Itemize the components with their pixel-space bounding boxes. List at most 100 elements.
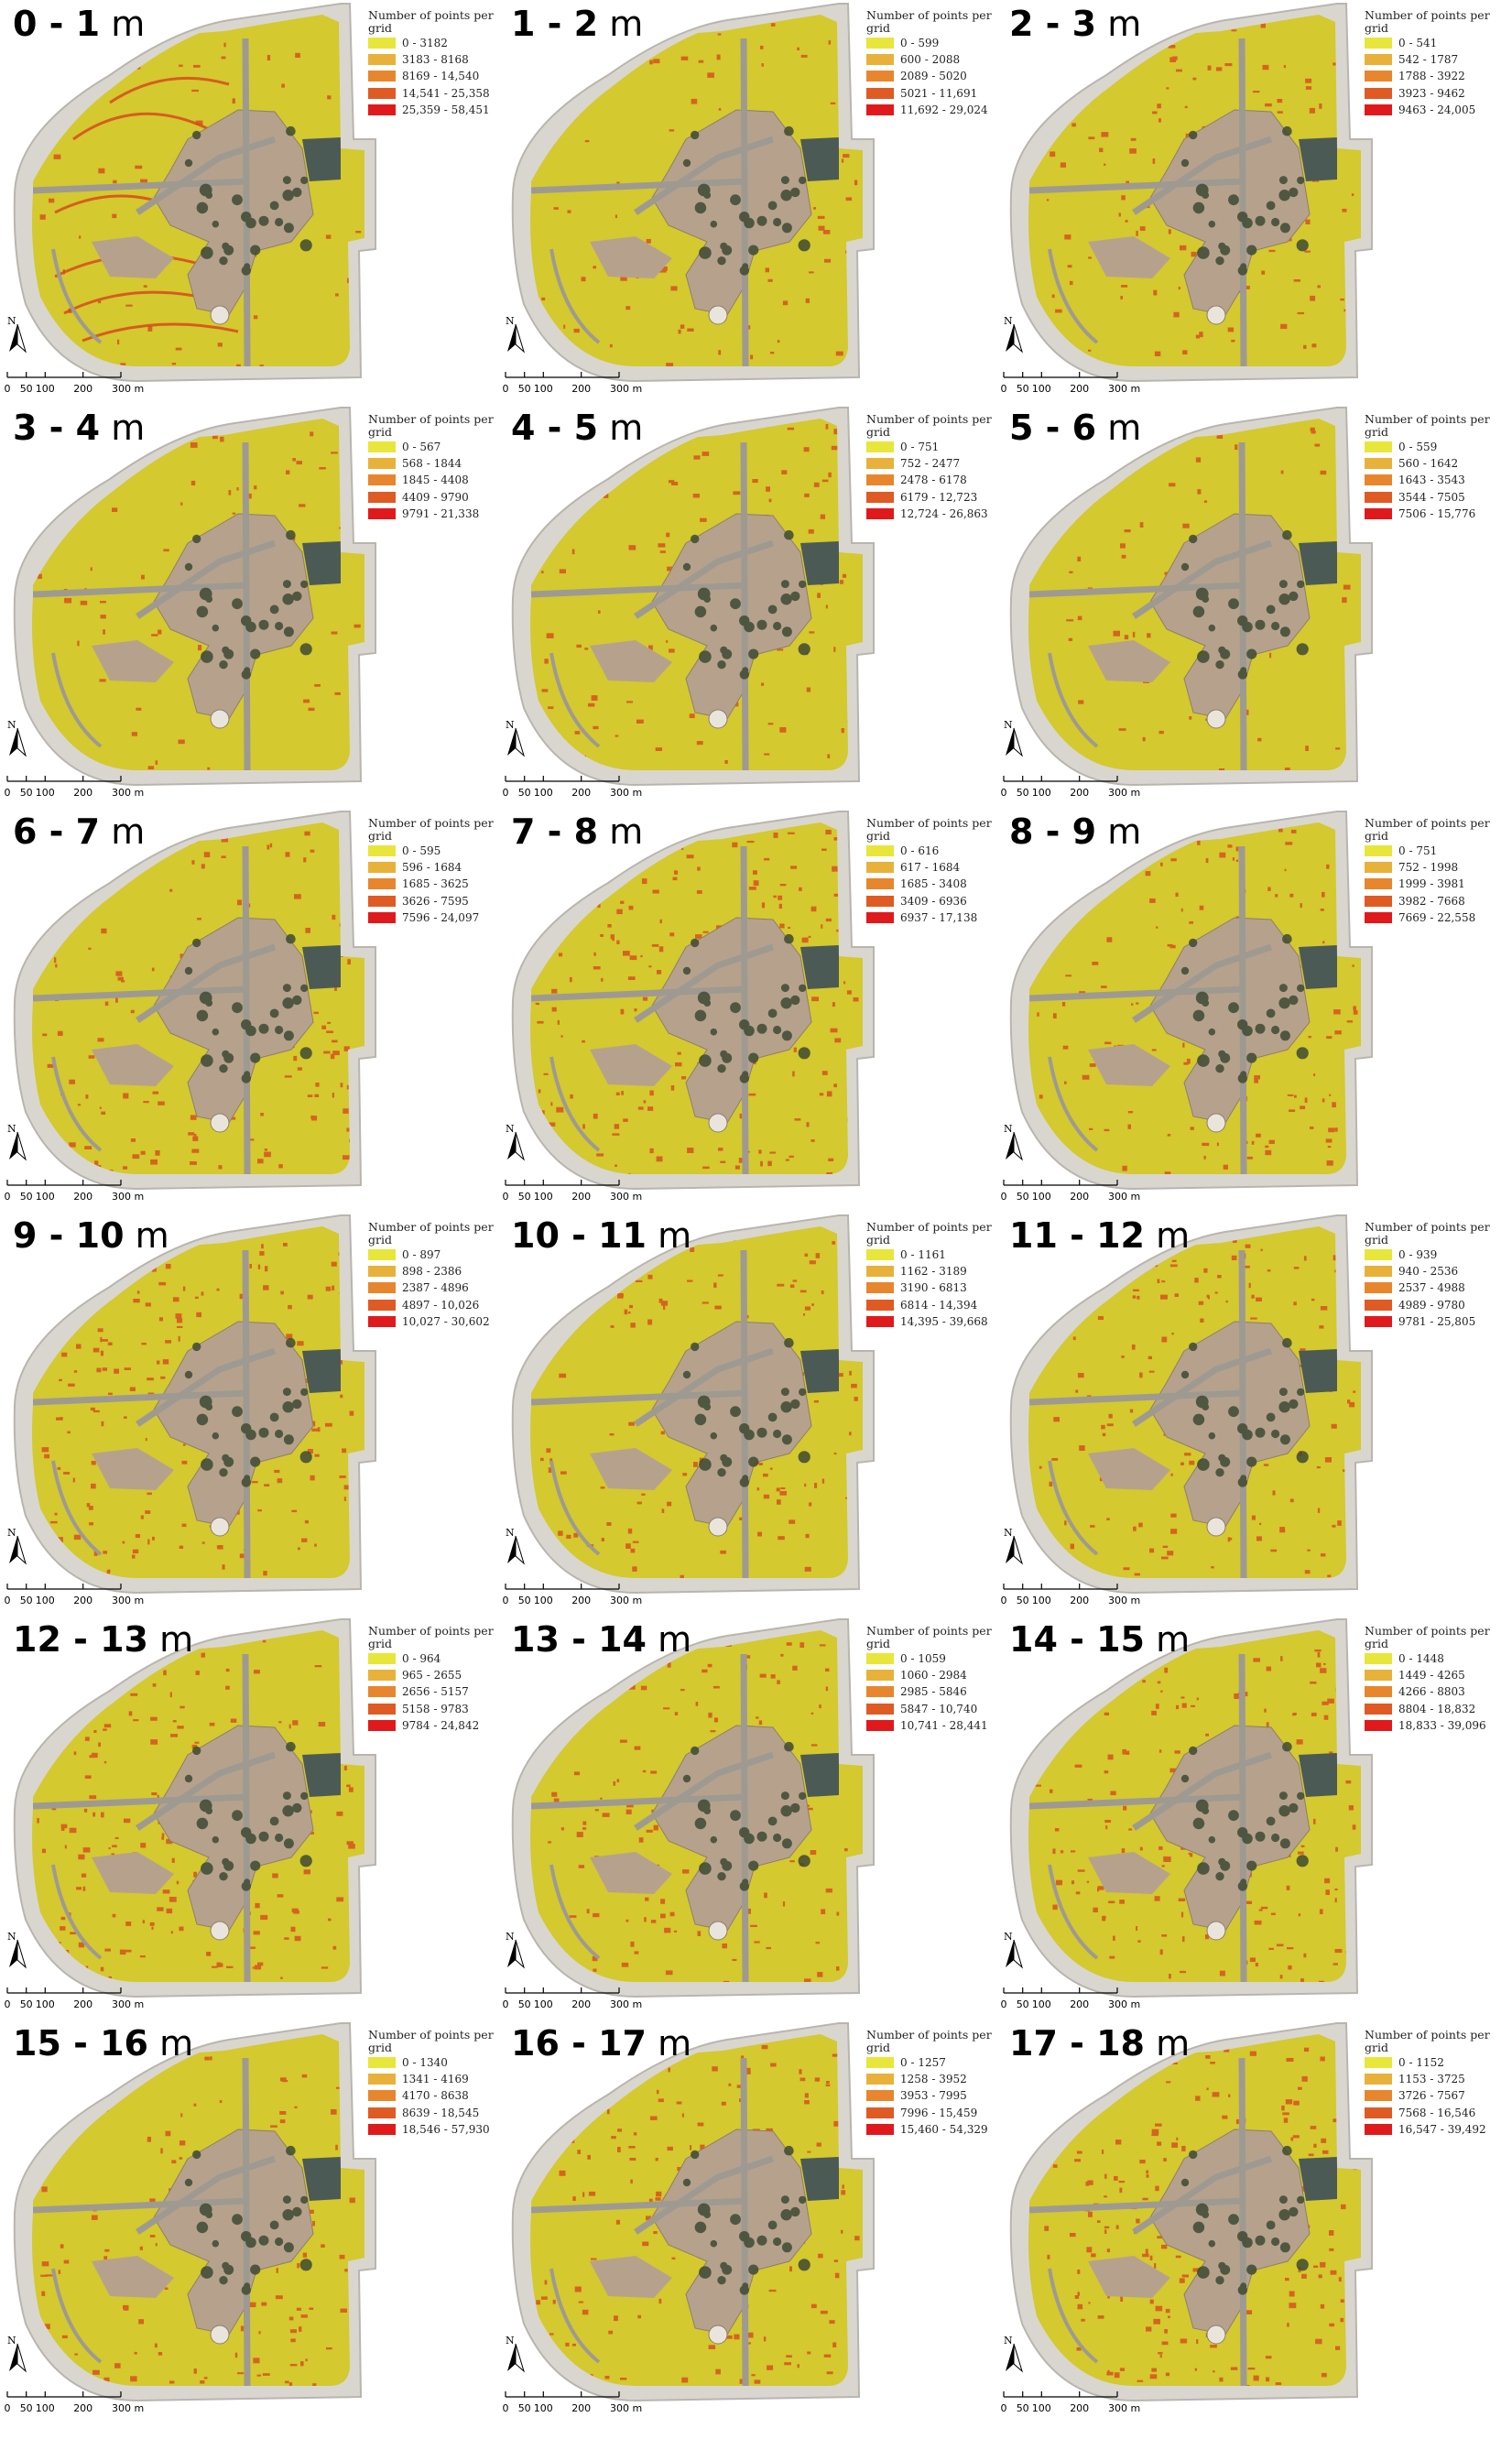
scale-label: 100 xyxy=(534,2402,553,2414)
scale-label: 0 xyxy=(5,1595,11,1606)
legend-title: Number of points per grid xyxy=(1365,412,1490,439)
north-label: N xyxy=(7,2335,16,2346)
scale-bar: 0 50 100 200 300 m xyxy=(503,372,642,395)
legend-swatch xyxy=(368,71,396,82)
legend-item: 10,027 - 30,602 xyxy=(368,1313,496,1330)
height-range-label: 14 - 15 xyxy=(1009,1619,1145,1660)
legend-item: 3953 - 7995 xyxy=(866,2087,995,2104)
density-legend: Number of points per grid 0 - 1340 1341 - … xyxy=(368,2029,496,2138)
scale-label: 0 xyxy=(1001,787,1007,799)
legend-label: 4897 - 10,026 xyxy=(402,1298,480,1312)
scale-label: 100 xyxy=(36,787,55,799)
legend-label: 10,027 - 30,602 xyxy=(402,1314,490,1328)
map-panel: 6 - 7 m Number of points per grid 0 - 595 5… xyxy=(0,810,495,1211)
legend-swatch xyxy=(1365,895,1392,907)
park-paths xyxy=(1028,1249,1273,1578)
legend-item: 5021 - 11,691 xyxy=(866,85,995,102)
park-density-map xyxy=(1009,1618,1373,1998)
scale-label: 50 xyxy=(20,787,33,799)
tree-clusters xyxy=(184,125,312,276)
park-density-map xyxy=(511,811,875,1191)
scale-label: 50 xyxy=(1017,1595,1029,1606)
legend-label: 3190 - 6813 xyxy=(900,1281,967,1295)
north-arrow-icon: N xyxy=(506,315,525,354)
legend-swatch xyxy=(866,862,894,874)
legend-title: Number of points per grid xyxy=(1365,816,1490,843)
legend-item: 1258 - 3952 xyxy=(866,2071,995,2087)
park-features xyxy=(530,22,858,366)
park-density-map xyxy=(13,1214,376,1595)
scale-label: 200 xyxy=(1070,787,1089,799)
legend-title: Number of points per grid xyxy=(866,8,992,35)
legend-swatch xyxy=(866,87,894,99)
legend-swatch xyxy=(1365,2057,1392,2069)
north-label: N xyxy=(506,1931,515,1943)
pond xyxy=(302,945,341,989)
park-density-map xyxy=(511,1214,875,1595)
scale-label: 300 m xyxy=(112,383,144,395)
legend-item: 1060 - 2984 xyxy=(866,1667,995,1683)
legend-title: Number of points per grid xyxy=(1365,8,1490,35)
legend-item: 4897 - 10,026 xyxy=(368,1297,496,1313)
map-panel: 16 - 17 m Number of points per grid 0 - 12… xyxy=(498,2021,993,2423)
legend-swatch xyxy=(866,1315,894,1327)
north-label: N xyxy=(506,719,515,731)
scale-label: 200 xyxy=(73,1191,92,1203)
park-paths xyxy=(530,38,775,366)
legend-item: 2537 - 4988 xyxy=(1365,1279,1493,1296)
park-features xyxy=(32,1232,360,1578)
legend-label: 6179 - 12,723 xyxy=(900,490,978,504)
scale-label: 100 xyxy=(36,2402,55,2414)
legend-label: 25,359 - 58,451 xyxy=(402,103,490,116)
scale-label: 50 xyxy=(20,1595,33,1606)
scale-label: 0 xyxy=(5,2402,11,2414)
scale-label: 200 xyxy=(571,383,591,395)
legend-swatch xyxy=(866,491,894,503)
park-features xyxy=(530,829,860,1174)
height-range-label: 5 - 6 xyxy=(1009,408,1097,448)
legend-label: 3953 - 7995 xyxy=(900,2089,967,2103)
height-stratum-title: 9 - 10 m xyxy=(13,1215,169,1256)
north-arrow-icon: N xyxy=(1004,2335,1023,2373)
scale-bar: 0 50 100 200 300 m xyxy=(5,2391,144,2414)
legend-swatch xyxy=(866,1282,894,1294)
park-features xyxy=(1028,1636,1358,1982)
north-label: N xyxy=(7,1123,16,1135)
legend-swatch xyxy=(368,441,396,453)
height-stratum-title: 17 - 18 m xyxy=(1009,2023,1190,2063)
legend-label: 0 - 559 xyxy=(1398,441,1438,454)
park-density-map xyxy=(1009,407,1373,787)
height-range-label: 9 - 10 xyxy=(13,1215,125,1256)
scale-label: 100 xyxy=(1032,1595,1051,1606)
north-label: N xyxy=(506,315,515,327)
legend-swatch xyxy=(368,2090,396,2102)
scale-label: 300 m xyxy=(112,1998,144,2010)
legend-swatch xyxy=(1365,2123,1392,2135)
legend-swatch xyxy=(866,895,894,907)
legend-label: 15,460 - 54,329 xyxy=(900,2122,988,2136)
legend-item: 1685 - 3625 xyxy=(368,876,496,892)
park-features xyxy=(530,424,859,770)
legend-label: 4266 - 8803 xyxy=(1398,1685,1465,1699)
scale-bar: 0 50 100 200 300 m xyxy=(5,1180,144,1203)
density-legend: Number of points per grid 0 - 599 600 - 20… xyxy=(866,9,995,118)
legend-swatch xyxy=(368,507,396,519)
legend-swatch xyxy=(368,1249,396,1261)
pond xyxy=(302,1753,341,1797)
legend-swatch xyxy=(866,1266,894,1278)
legend-swatch xyxy=(866,1703,894,1715)
height-unit-label: m xyxy=(1096,4,1142,44)
scale-label: 200 xyxy=(73,2402,92,2414)
scale-label: 50 xyxy=(20,2402,33,2414)
north-arrow-icon: N xyxy=(1004,1527,1023,1565)
scale-label: 300 m xyxy=(112,787,144,799)
legend-swatch xyxy=(368,1299,396,1311)
density-legend: Number of points per grid 0 - 964 965 - 26… xyxy=(368,1625,496,1734)
legend-label: 940 - 2536 xyxy=(1398,1265,1459,1279)
height-range-label: 10 - 11 xyxy=(511,1215,647,1256)
park-paths xyxy=(1028,1653,1273,1982)
legend-item: 752 - 2477 xyxy=(866,455,995,472)
legend-item: 6179 - 12,723 xyxy=(866,489,995,506)
north-label: N xyxy=(1004,2335,1013,2346)
legend-swatch xyxy=(866,103,894,115)
